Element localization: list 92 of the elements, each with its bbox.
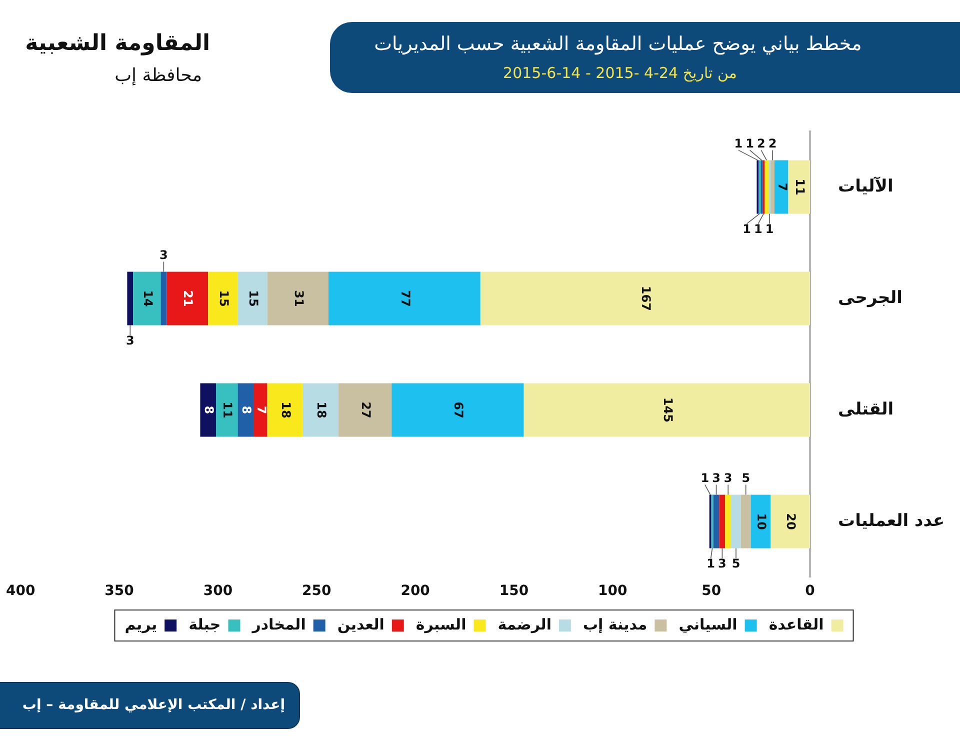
data-label: 10 <box>754 513 769 530</box>
bar <box>267 383 303 437</box>
bar <box>750 494 771 548</box>
data-label: 7 <box>775 182 790 192</box>
x-tick-label: 400 <box>6 583 36 600</box>
x-tick-label: 150 <box>499 583 529 600</box>
data-label: 8 <box>202 406 216 414</box>
legend-label: جبلة <box>188 615 221 634</box>
y-tick-label: عدد العمليات <box>838 510 945 531</box>
bar <box>238 272 268 326</box>
data-label: 8 <box>239 406 254 414</box>
data-label: 3 <box>724 470 732 485</box>
bar <box>731 494 741 548</box>
bar <box>725 494 732 548</box>
data-label: 11 <box>793 178 808 196</box>
data-label: 11 <box>220 402 235 418</box>
bar <box>740 494 751 548</box>
data-label: 1 <box>742 222 752 236</box>
bar <box>200 383 216 437</box>
chart-title: مخطط بياني يوضح عمليات المقاومة الشعبية حسب المديريات <box>373 32 863 57</box>
data-label: 3 <box>126 333 134 348</box>
data-label: 18 <box>314 402 328 418</box>
data-label: 5 <box>742 470 750 485</box>
data-label: 18 <box>278 402 293 418</box>
bar <box>713 494 720 548</box>
data-label: 2 <box>768 136 777 150</box>
data-label: 15 <box>246 290 260 307</box>
data-label: 27 <box>358 402 373 418</box>
bar <box>127 272 134 326</box>
bar <box>770 160 774 214</box>
bar <box>480 272 810 326</box>
data-label: 21 <box>181 290 196 307</box>
data-label: 1 <box>746 136 754 150</box>
data-label: 145 <box>660 397 675 422</box>
x-tick-label: 300 <box>203 583 233 600</box>
bar <box>524 383 810 437</box>
bar <box>166 272 208 326</box>
y-tick-label: القتلى <box>838 399 894 420</box>
legend-label: المخادر <box>251 615 306 634</box>
y-tick-label: الجرحى <box>838 288 902 308</box>
data-label: 1 <box>706 556 716 570</box>
data-label: 3 <box>718 556 726 570</box>
legend-label: يريم <box>124 615 158 634</box>
data-label: 15 <box>216 290 231 307</box>
text: محافظة إب <box>114 64 203 88</box>
data-label: 5 <box>732 556 740 570</box>
data-label: 3 <box>712 470 720 485</box>
bar <box>160 272 167 326</box>
bar <box>764 160 769 214</box>
data-label: 67 <box>452 402 466 418</box>
bar <box>770 494 810 548</box>
bar <box>133 272 161 326</box>
legend-label: السبرة <box>416 615 466 634</box>
data-label: 1 <box>754 222 762 236</box>
x-tick-label: 350 <box>104 583 134 600</box>
chart-subtitle: من تاريخ 24-4 -2015 - 14-6-2015 <box>502 63 738 84</box>
data-label: 77 <box>398 290 412 307</box>
bar <box>208 272 238 326</box>
data-label: 167 <box>639 286 654 311</box>
data-label: 1 <box>765 222 774 236</box>
legend-label: السياني <box>678 615 738 634</box>
legend-label: القاعدة <box>768 615 824 634</box>
data-label: 7 <box>254 406 268 414</box>
data-label: 3 <box>160 248 168 262</box>
bar <box>774 160 788 214</box>
data-label: 1 <box>700 470 710 485</box>
bar <box>338 383 392 437</box>
x-tick-label: 100 <box>598 583 628 600</box>
bar <box>302 383 338 437</box>
bar <box>216 383 238 437</box>
bar <box>253 383 268 437</box>
data-label: 31 <box>292 290 306 307</box>
bar <box>719 494 726 548</box>
data-label: 1 <box>734 136 743 150</box>
text: إعداد / المكتب الإعلامي للمقاومة – إب <box>22 696 285 715</box>
legend-label: مدينة إب <box>582 615 648 634</box>
x-tick-label: 250 <box>302 583 332 600</box>
y-tick-label: الآليات <box>838 176 894 196</box>
x-tick-label: 50 <box>702 583 722 600</box>
bar <box>392 383 524 437</box>
bar <box>788 160 810 214</box>
text: المقاومة الشعبية <box>24 30 210 58</box>
bar <box>267 272 328 326</box>
bar <box>328 272 480 326</box>
legend-label: الرضمة <box>498 615 552 634</box>
legend-label: العدين <box>337 615 384 634</box>
bar <box>238 383 254 437</box>
x-tick-label: 0 <box>805 583 816 600</box>
x-tick-label: 200 <box>400 583 430 600</box>
data-label: 20 <box>784 513 798 530</box>
data-label: 2 <box>756 136 766 150</box>
data-label: 14 <box>140 290 155 307</box>
